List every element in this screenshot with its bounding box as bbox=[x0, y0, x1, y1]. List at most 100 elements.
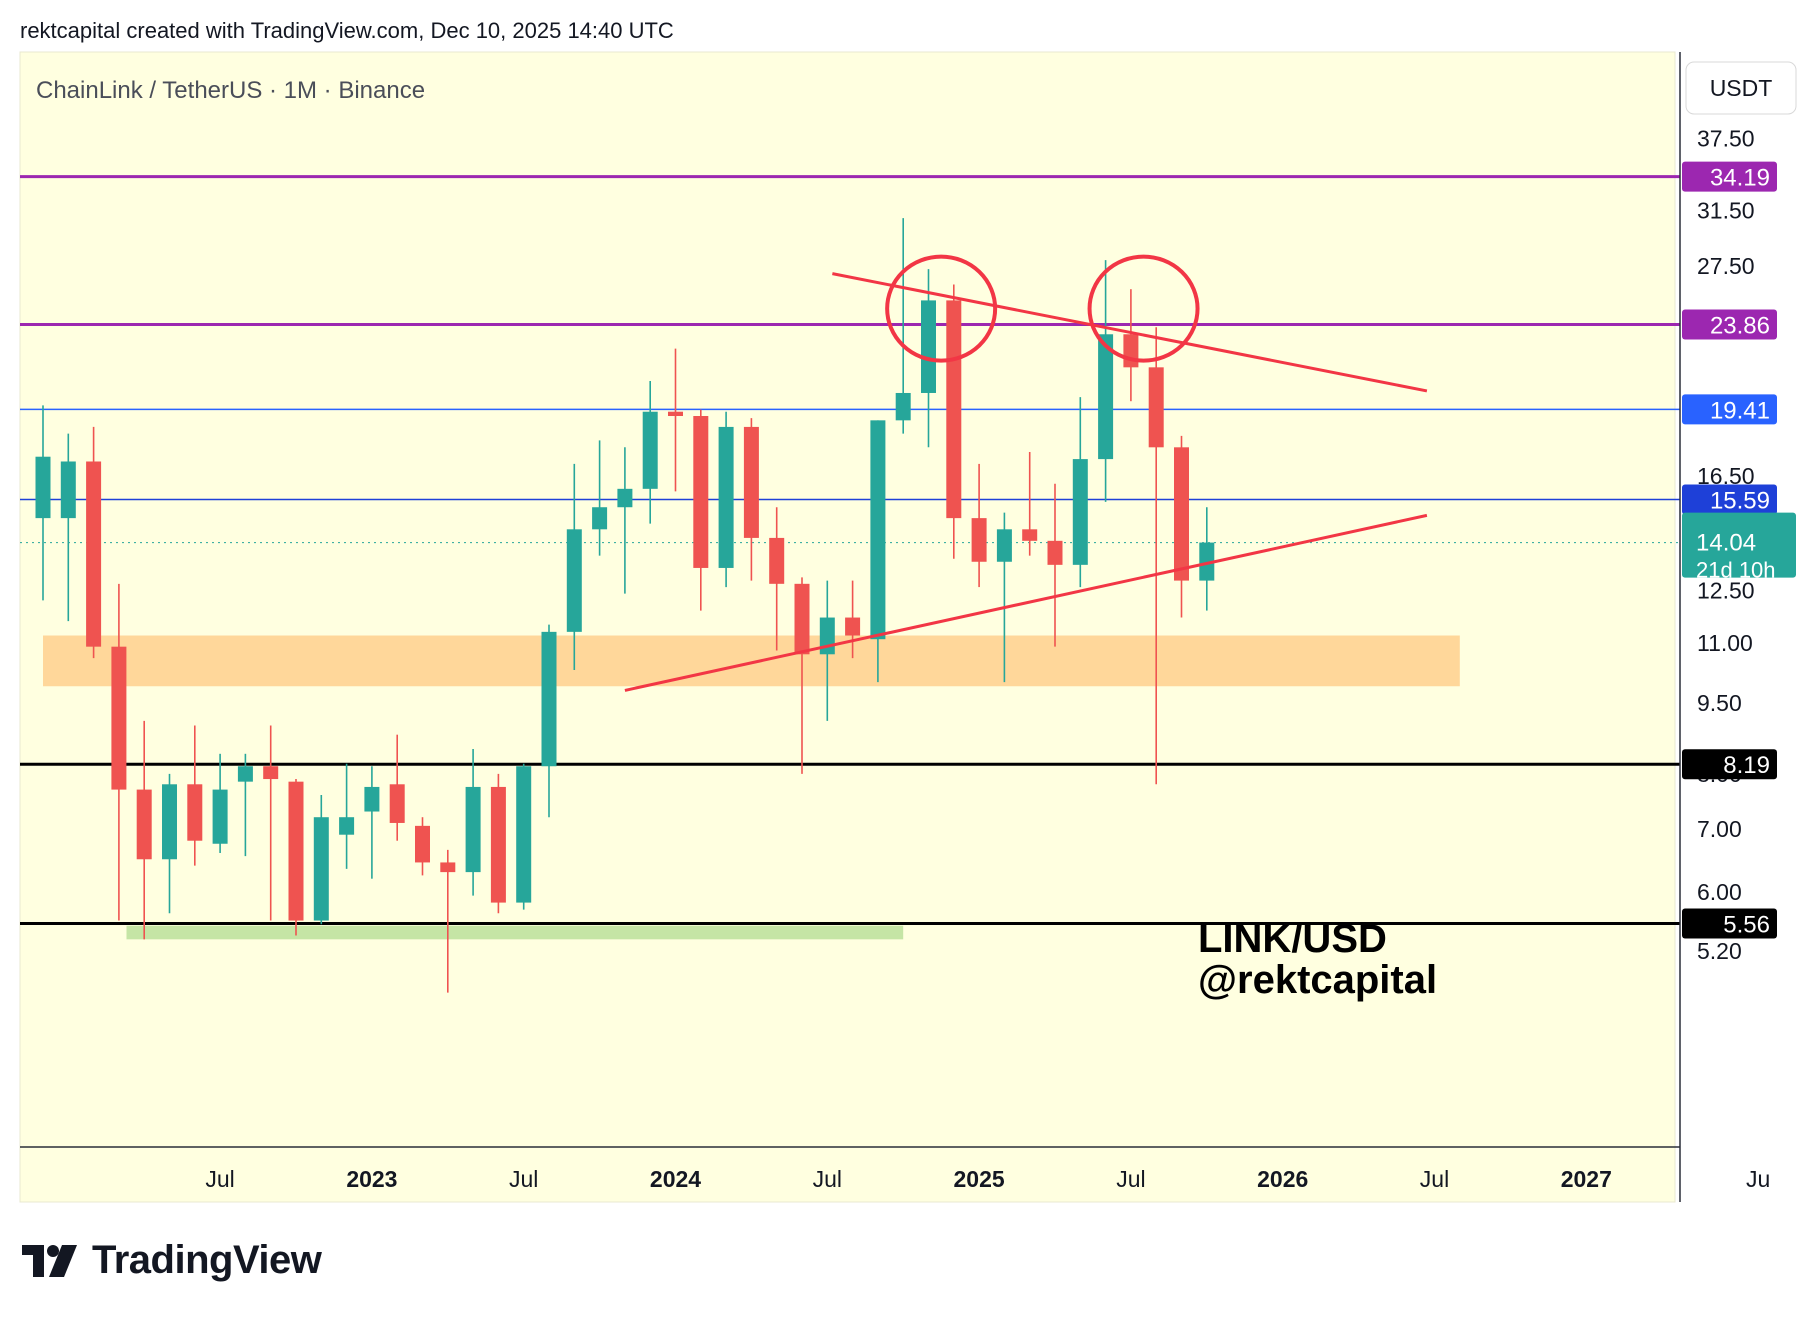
candle-body-24 bbox=[642, 411, 658, 489]
y-tick-label-7: 9.50 bbox=[1697, 690, 1742, 716]
candle-body-1 bbox=[60, 461, 76, 519]
candle-body-32 bbox=[845, 617, 861, 636]
candle-body-37 bbox=[971, 518, 987, 562]
y-tick-label-9: 7.00 bbox=[1697, 816, 1742, 842]
candle-body-45 bbox=[1174, 447, 1189, 581]
current-price-countdown: 21d 10h bbox=[1696, 558, 1776, 583]
candle-body-28 bbox=[743, 426, 759, 538]
candle-body-7 bbox=[212, 789, 228, 844]
candle-body-18 bbox=[490, 786, 506, 903]
candle-body-25 bbox=[668, 411, 683, 417]
candle-body-42 bbox=[1098, 334, 1114, 460]
candle-body-5 bbox=[162, 784, 177, 860]
x-tick-label-10: Ju bbox=[1746, 1166, 1770, 1192]
level-price-label-3: 15.59 bbox=[1682, 484, 1777, 515]
candle-body-3 bbox=[111, 646, 127, 790]
level-price-label-2: 19.41 bbox=[1682, 394, 1777, 425]
x-tick-label-0: Jul bbox=[205, 1166, 234, 1192]
y-tick-label-0: 37.50 bbox=[1697, 126, 1755, 152]
level-price-label-text-4: 8.19 bbox=[1723, 752, 1770, 779]
candle-body-38 bbox=[996, 529, 1012, 562]
candle-body-16 bbox=[440, 862, 456, 873]
level-price-label-bg-1 bbox=[1682, 309, 1777, 340]
candle-body-15 bbox=[415, 825, 430, 863]
x-tick-label-2: Jul bbox=[509, 1166, 538, 1192]
candle-body-11 bbox=[313, 817, 329, 921]
candle-body-44 bbox=[1148, 367, 1164, 448]
level-price-label-5: 5.56 bbox=[1682, 908, 1777, 939]
tradingview-logo-text: TradingView bbox=[92, 1238, 322, 1282]
tradingview-logo-icon bbox=[22, 1244, 77, 1277]
candle-body-23 bbox=[617, 488, 633, 508]
candle-body-40 bbox=[1047, 540, 1063, 565]
x-tick-label-6: Jul bbox=[1116, 1166, 1145, 1192]
candle-body-13 bbox=[364, 786, 380, 812]
plot-border bbox=[19, 51, 1676, 1203]
level-price-label-0: 34.19 bbox=[1682, 161, 1777, 192]
candle-body-27 bbox=[718, 426, 734, 568]
highlight-circle-1 bbox=[1087, 254, 1200, 363]
level-price-label-bg-2 bbox=[1682, 394, 1777, 425]
candle-body-2 bbox=[86, 461, 102, 647]
candle-body-10 bbox=[288, 781, 304, 921]
current-price-label-bg bbox=[1682, 512, 1796, 578]
x-tick-label-7: 2026 bbox=[1257, 1166, 1308, 1192]
candle-body-20 bbox=[541, 631, 557, 767]
annotations-layer bbox=[624, 254, 1428, 692]
current-price-value: 14.04 bbox=[1696, 530, 1756, 557]
currency-button[interactable]: USDT bbox=[1685, 61, 1797, 115]
candle-body-9 bbox=[263, 766, 279, 780]
level-price-label-text-0: 34.19 bbox=[1710, 165, 1770, 192]
y-tick-label-2: 27.50 bbox=[1697, 253, 1755, 279]
candle-body-35 bbox=[921, 300, 936, 393]
zone-0 bbox=[43, 635, 1460, 687]
candle-body-46 bbox=[1199, 542, 1215, 581]
level-price-label-bg-4 bbox=[1682, 749, 1777, 780]
candle-body-12 bbox=[339, 817, 355, 835]
level-price-label-4: 8.19 bbox=[1682, 749, 1777, 780]
x-tick-label-9: 2027 bbox=[1561, 1166, 1612, 1192]
candle-body-19 bbox=[516, 766, 532, 903]
level-price-label-text-2: 19.41 bbox=[1710, 397, 1770, 424]
level-price-label-text-3: 15.59 bbox=[1710, 488, 1770, 515]
highlight-circle-0 bbox=[885, 254, 998, 363]
candle-body-41 bbox=[1072, 459, 1088, 565]
level-price-label-1: 23.86 bbox=[1682, 309, 1777, 340]
candle-body-14 bbox=[389, 784, 405, 823]
candle-body-8 bbox=[237, 766, 253, 782]
watermark-pair: LINK/USD bbox=[1198, 917, 1387, 961]
levels-layer bbox=[20, 175, 1680, 925]
y-tick-label-1: 31.50 bbox=[1697, 197, 1755, 223]
x-tick-label-8: Jul bbox=[1420, 1166, 1449, 1192]
y-tick-label-11: 5.20 bbox=[1697, 938, 1742, 964]
candle-body-4 bbox=[136, 789, 152, 860]
x-tick-label-4: Jul bbox=[813, 1166, 842, 1192]
watermark-handle: @rektcapital bbox=[1198, 958, 1437, 1002]
candle-body-33 bbox=[870, 420, 886, 640]
candle-body-26 bbox=[693, 416, 709, 568]
candle-body-30 bbox=[794, 583, 810, 655]
level-price-label-bg-0 bbox=[1682, 161, 1777, 192]
y-tick-label-5: 12.50 bbox=[1697, 577, 1755, 603]
tradingview-logo: TradingView bbox=[22, 1238, 322, 1283]
x-tick-label-3: 2024 bbox=[650, 1166, 701, 1192]
x-tick-label-1: 2023 bbox=[346, 1166, 397, 1192]
level-price-label-text-1: 23.86 bbox=[1710, 313, 1770, 340]
candles-layer bbox=[35, 218, 1215, 993]
trendline-0 bbox=[832, 272, 1428, 393]
chart-attribution: rektcapital created with TradingView.com… bbox=[20, 18, 674, 43]
candle-body-17 bbox=[465, 786, 481, 873]
level-price-label-text-5: 5.56 bbox=[1723, 912, 1770, 939]
candle-body-0 bbox=[35, 456, 51, 519]
zone-1 bbox=[126, 925, 904, 940]
y-tick-label-10: 6.00 bbox=[1697, 879, 1742, 905]
y-tick-label-6: 11.00 bbox=[1697, 630, 1753, 656]
candle-body-34 bbox=[895, 392, 911, 421]
currency-label: USDT bbox=[1710, 75, 1773, 101]
candle-body-21 bbox=[566, 529, 582, 632]
zones-layer bbox=[43, 635, 1460, 940]
candle-body-39 bbox=[1022, 529, 1038, 541]
